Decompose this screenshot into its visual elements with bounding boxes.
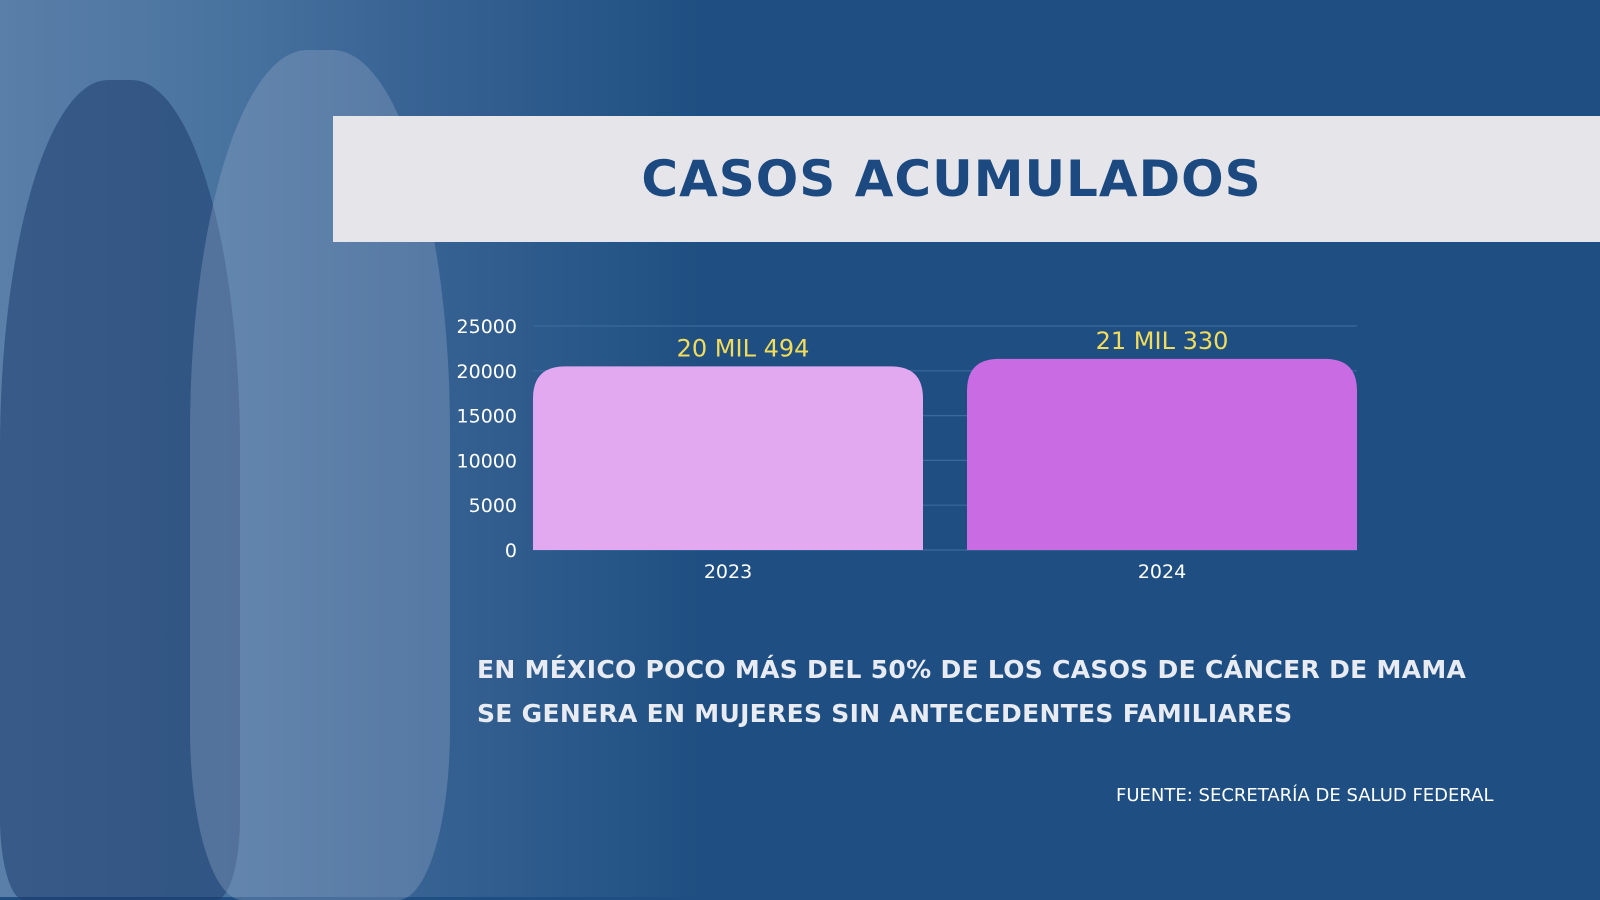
caption-line-1: EN MÉXICO POCO MÁS DEL 50% DE LOS CASOS … <box>477 655 1467 684</box>
y-tick-label: 0 <box>505 540 517 562</box>
x-tick-label: 2023 <box>704 561 752 583</box>
data-label: 20 MIL 494 <box>677 334 810 362</box>
source-note: FUENTE: SECRETARÍA DE SALUD FEDERAL <box>1116 785 1494 806</box>
y-tick-label: 20000 <box>457 361 517 383</box>
bar-2023 <box>533 366 923 550</box>
caption-line-2: SE GENERA EN MUJERES SIN ANTECEDENTES FA… <box>477 699 1293 728</box>
bar-2024 <box>967 358 1357 550</box>
data-label: 21 MIL 330 <box>1096 327 1229 355</box>
x-tick-label: 2024 <box>1138 561 1186 583</box>
page-title: CASOS ACUMULADOS <box>641 150 1262 208</box>
nurse-silhouette <box>0 80 240 900</box>
y-tick-label: 10000 <box>457 450 517 472</box>
title-banner: CASOS ACUMULADOS <box>333 116 1600 242</box>
caption: EN MÉXICO POCO MÁS DEL 50% DE LOS CASOS … <box>477 648 1466 736</box>
y-tick-label: 15000 <box>457 406 517 428</box>
y-tick-label: 25000 <box>457 316 517 338</box>
y-tick-label: 5000 <box>469 495 517 517</box>
